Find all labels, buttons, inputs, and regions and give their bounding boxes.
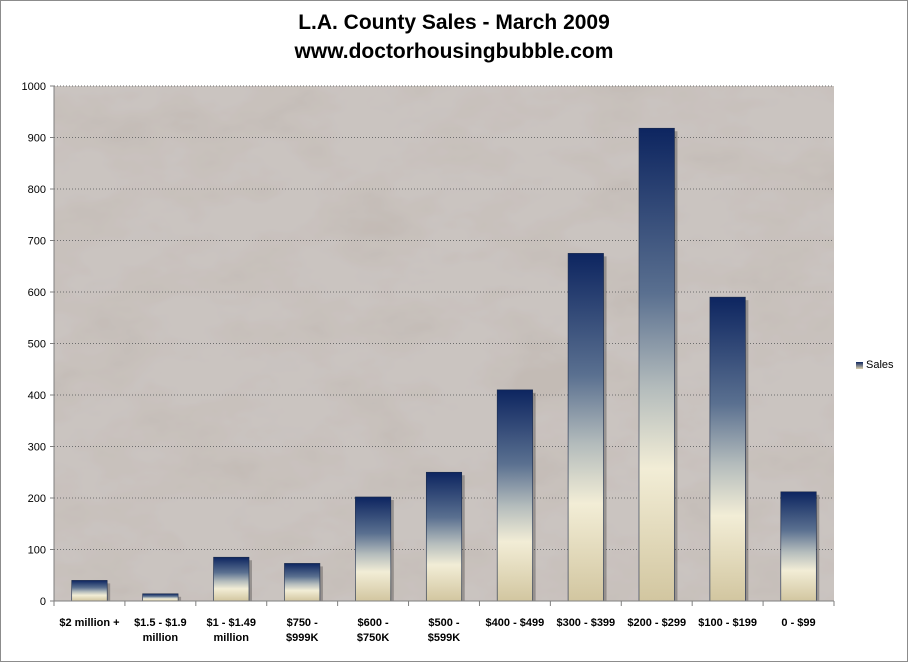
bar bbox=[142, 593, 179, 602]
x-tick-label: $1.5 - $1.9 million bbox=[134, 617, 187, 644]
y-tick-label: 0 bbox=[40, 596, 46, 608]
bar bbox=[567, 253, 604, 602]
bar-group bbox=[355, 496, 394, 602]
bar bbox=[425, 471, 463, 602]
bar-group bbox=[780, 491, 820, 602]
x-tick-label: $750 -$999K bbox=[286, 617, 318, 644]
y-tick-label: 300 bbox=[28, 442, 46, 454]
bar bbox=[355, 496, 392, 602]
bar bbox=[71, 580, 108, 602]
x-tick-label: $500 -$599K bbox=[428, 617, 460, 644]
x-tick-label: $400 - $499 bbox=[486, 617, 545, 629]
y-tick-labels: 0 100 200 300 400 500 600 700 800 900 1000 bbox=[22, 81, 46, 608]
bar-group bbox=[638, 127, 678, 602]
y-tick-label: 700 bbox=[28, 236, 46, 248]
bar-group bbox=[71, 580, 111, 602]
bar-group bbox=[496, 389, 536, 602]
x-tick-labels: $2 million + $1.5 - $1.9 million $1 - $1.49… bbox=[59, 617, 815, 644]
legend-swatch-sales bbox=[856, 361, 863, 369]
legend-label-sales: Sales bbox=[866, 359, 894, 371]
x-tick-label: $600 -$750K bbox=[357, 617, 389, 644]
x-tick-label: $300 - $399 bbox=[556, 617, 615, 629]
bar bbox=[213, 556, 250, 602]
y-tick-label: 400 bbox=[28, 390, 46, 402]
bar bbox=[709, 296, 746, 602]
y-tick-label: 500 bbox=[28, 339, 46, 351]
y-tick-label: 800 bbox=[28, 184, 46, 196]
bar-group bbox=[213, 556, 252, 602]
bar bbox=[284, 563, 321, 602]
bar-group bbox=[142, 593, 182, 602]
bar-group bbox=[425, 471, 465, 602]
bars bbox=[71, 127, 820, 602]
x-tick-label: $1 - $1.49 million bbox=[206, 617, 256, 644]
legend: Sales bbox=[856, 359, 894, 371]
x-tick-label: $200 - $299 bbox=[627, 617, 686, 629]
y-tick-label: 100 bbox=[28, 545, 46, 557]
bar-group bbox=[709, 296, 749, 602]
x-tick-label: $2 million + bbox=[59, 617, 119, 629]
bar bbox=[780, 491, 817, 602]
y-tick-label: 200 bbox=[28, 493, 46, 505]
chart-subtitle: www.doctorhousingbubble.com bbox=[294, 40, 614, 63]
bar bbox=[638, 127, 675, 602]
x-tick-label: 0 - $99 bbox=[781, 617, 815, 629]
chart-title: L.A. County Sales - March 2009 bbox=[298, 11, 610, 34]
chart-title-block: L.A. County Sales - March 2009 www.docto… bbox=[0, 8, 908, 66]
y-tick-label: 600 bbox=[28, 287, 46, 299]
axes bbox=[50, 85, 835, 606]
bar-group bbox=[284, 563, 323, 602]
bar-group bbox=[567, 253, 607, 602]
bar bbox=[496, 389, 533, 602]
x-tick-label: $100 - $199 bbox=[698, 617, 757, 629]
y-tick-label: 1000 bbox=[22, 81, 46, 93]
y-tick-label: 900 bbox=[28, 133, 46, 145]
